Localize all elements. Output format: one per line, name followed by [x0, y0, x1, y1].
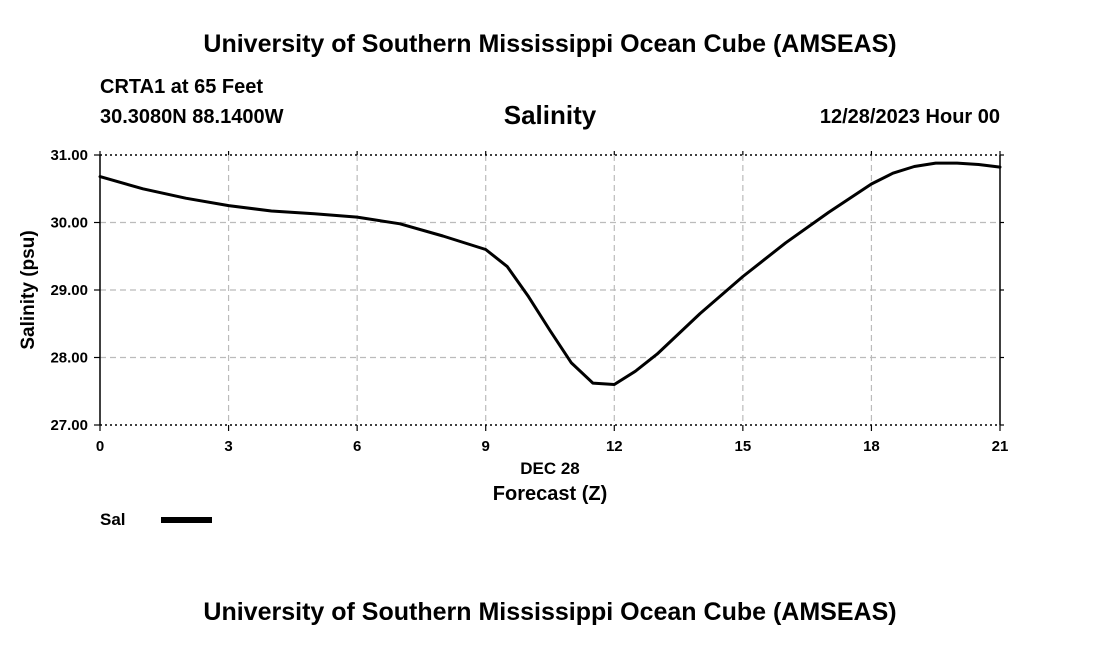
y-axis-label: Salinity (psu)	[18, 230, 39, 349]
x-tick-label: 15	[735, 438, 752, 455]
y-tick-label: 29.00	[50, 282, 88, 299]
y-tick-label: 31.00	[50, 147, 88, 164]
x-tick-label: 18	[863, 438, 880, 455]
x-axis-date: DEC 28	[520, 459, 580, 478]
x-tick-label: 3	[224, 438, 232, 455]
forecast-datetime: 12/28/2023 Hour 00	[819, 106, 1000, 128]
station-coordinates: 30.3080N 88.1400W	[100, 106, 284, 128]
y-tick-label: 30.00	[50, 215, 88, 232]
series-line-sal	[98, 161, 1002, 386]
y-tick-label: 28.00	[50, 350, 88, 367]
x-tick-label: 21	[992, 438, 1009, 455]
bottom-title: University of Southern Mississippi Ocean…	[203, 598, 897, 626]
x-tick-label: 6	[353, 438, 361, 455]
top-title: University of Southern Mississippi Ocean…	[203, 30, 897, 58]
x-tick-label: 9	[482, 438, 490, 455]
x-tick-label: 12	[606, 438, 623, 455]
chart-title: Salinity	[503, 100, 597, 130]
station-label: CRTA1 at 65 Feet	[100, 76, 264, 98]
y-tick-label: 27.00	[50, 417, 88, 434]
x-tick-label: 0	[96, 438, 104, 455]
legend-label: Sal	[100, 510, 126, 529]
x-axis-label: Forecast (Z)	[493, 483, 607, 505]
